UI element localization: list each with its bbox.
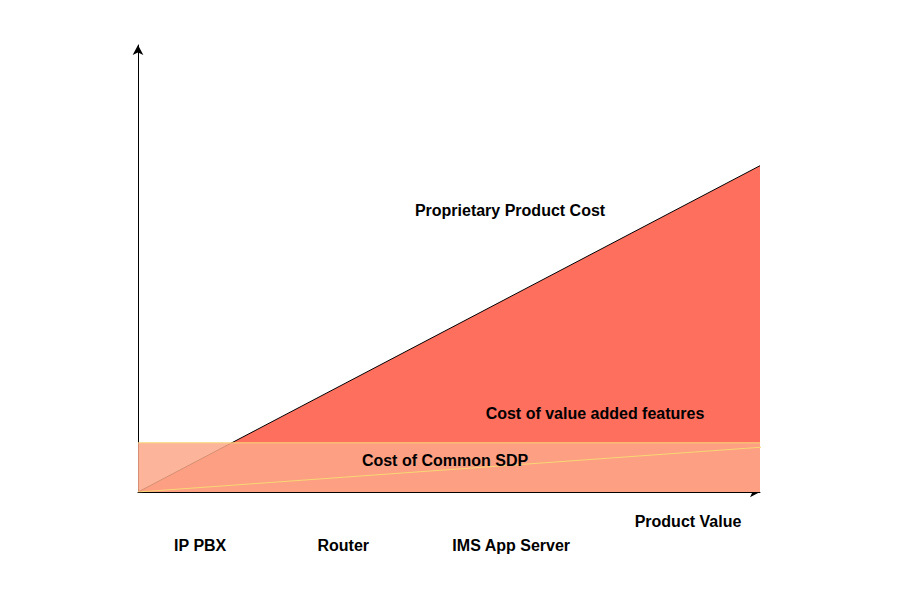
svg-text:IP PBX: IP PBX	[174, 537, 227, 554]
svg-text:Proprietary Product Cost: Proprietary Product Cost	[415, 202, 606, 219]
svg-text:IMS App Server: IMS App Server	[452, 537, 570, 554]
svg-text:Cost of value added features: Cost of value added features	[486, 405, 705, 422]
svg-text:Cost of Common SDP: Cost of Common SDP	[362, 452, 529, 469]
svg-text:Product Value: Product Value	[635, 513, 742, 530]
svg-text:Router: Router	[317, 537, 369, 554]
